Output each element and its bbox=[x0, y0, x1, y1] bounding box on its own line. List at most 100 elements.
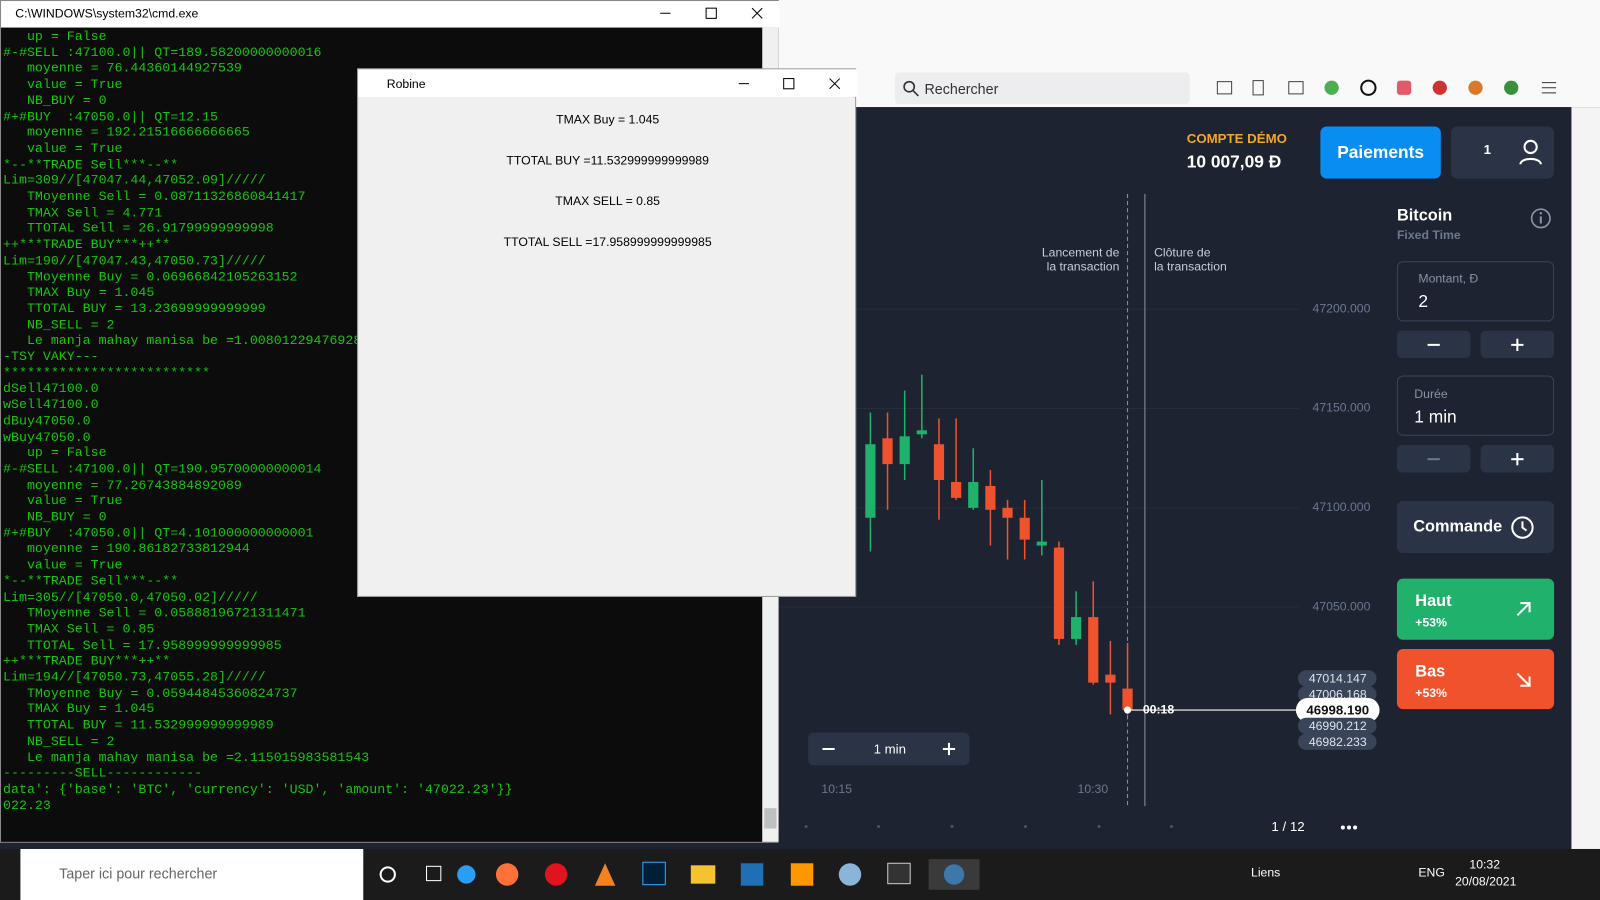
candle-body bbox=[933, 444, 945, 481]
candle-body bbox=[899, 436, 910, 465]
user-icon bbox=[1519, 139, 1542, 165]
console-line: #+#BUY :47050.0|| QT=4.101000000000001 bbox=[3, 525, 314, 541]
taskbar-date[interactable]: 20/08/2021 bbox=[1455, 874, 1517, 889]
robine-title: Robine bbox=[386, 76, 426, 91]
candle-body bbox=[1105, 674, 1116, 683]
balance[interactable]: 10 007,09 Đ bbox=[1186, 152, 1282, 172]
duration-value: 1 min bbox=[1414, 407, 1457, 427]
console-line: *--**TRADE Sell***--** bbox=[3, 573, 179, 589]
console-line: #+#BUY :47050.0|| QT=12.15 bbox=[3, 108, 219, 124]
console-line: Le manja mahay manisa be =2.115015983581… bbox=[3, 749, 370, 765]
candle-body bbox=[916, 430, 927, 435]
taskbar-links[interactable]: Liens bbox=[1251, 865, 1281, 880]
up-button[interactable]: Haut +53% bbox=[1396, 578, 1555, 640]
console-line: value = True bbox=[3, 140, 123, 157]
console-line: 022.23 bbox=[3, 797, 51, 813]
taskbar-language[interactable]: ENG bbox=[1418, 865, 1445, 880]
page-indicator: 1 / 12 bbox=[1271, 819, 1304, 834]
console-line: NB_BUY = 0 bbox=[3, 92, 107, 108]
open-label: la transaction bbox=[1047, 260, 1120, 274]
order-label: Commande bbox=[1413, 518, 1503, 536]
taskbar-search[interactable]: Taper ici pour rechercher bbox=[20, 848, 364, 900]
price-level-label: 47014.147 bbox=[1309, 672, 1367, 686]
console-line: ************************** bbox=[3, 364, 211, 381]
timeframe-control bbox=[808, 732, 970, 766]
search-placeholder: Rechercher bbox=[924, 80, 999, 97]
down-button[interactable]: Bas +53% bbox=[1396, 648, 1555, 710]
amount-label: Montant, Đ bbox=[1418, 271, 1479, 286]
console-line: #-#SELL :47100.0|| QT=190.95700000000014 bbox=[3, 461, 322, 477]
candle-body bbox=[1122, 688, 1133, 711]
console-line: Lim=309//[47047.44,47052.09]///// bbox=[3, 172, 266, 189]
robine-line: TMAX SELL = 0.85 bbox=[555, 193, 660, 209]
candle-body bbox=[882, 438, 893, 465]
payments-button[interactable]: Paiements bbox=[1320, 126, 1441, 179]
console-line: dBuy47050.0 bbox=[3, 413, 91, 429]
down-label: Bas bbox=[1415, 663, 1446, 681]
browser-toolbar: Rechercher bbox=[778, 0, 1600, 108]
candle-body bbox=[1071, 617, 1082, 639]
countdown: 00:18 bbox=[1143, 702, 1174, 716]
info-icon[interactable] bbox=[1530, 207, 1552, 229]
taskbar-apps[interactable] bbox=[378, 859, 980, 890]
robine-window: Robine TMAX Buy = 1.045 TTOTAL BUY =11.53… bbox=[357, 68, 858, 597]
console-line: TMAX Buy = 1.045 bbox=[3, 701, 155, 717]
x-tick-label: 10:15 bbox=[821, 782, 852, 796]
timeline-dot bbox=[1097, 824, 1101, 829]
console-line: wSell47100.0 bbox=[3, 397, 99, 413]
price-tick-label: 47150.000 bbox=[1313, 401, 1371, 415]
price-level-label: 46990.212 bbox=[1309, 719, 1367, 733]
console-line: moyenne = 192.21516666666665 bbox=[3, 124, 250, 140]
amount-field[interactable]: Montant, Đ 2 bbox=[1396, 261, 1555, 322]
console-line: Lim=305//[47050.0,47050.02]///// bbox=[3, 589, 258, 605]
candle-body bbox=[1053, 547, 1065, 639]
order-button[interactable]: Commande bbox=[1396, 501, 1555, 554]
taskbar-search-placeholder: Taper ici pour rechercher bbox=[59, 865, 218, 882]
trading-app: 47200.000 47150.000 47100.000 47050.000 Lanc… bbox=[778, 107, 1572, 849]
duration-label: Durée bbox=[1414, 386, 1448, 402]
console-output: up = False #-#SELL :47100.0|| QT=189.5820… bbox=[1, 28, 762, 842]
taskbar: Taper ici pour rechercher Liens ENG 10:3… bbox=[0, 848, 1600, 900]
console-line: NB_BUY = 0 bbox=[3, 509, 107, 525]
robine-line: TTOTAL SELL =17.958999999999985 bbox=[503, 234, 712, 249]
user-menu[interactable]: 1 bbox=[1451, 126, 1555, 179]
search-box[interactable]: Rechercher bbox=[894, 72, 1190, 105]
console-line: TMoyenne Sell = 0.08711326860841417 bbox=[3, 188, 306, 205]
candle-body bbox=[1002, 507, 1013, 518]
candle-body bbox=[985, 485, 996, 510]
console-line: ---------SELL------------ bbox=[3, 765, 203, 781]
console-line: ++***TRADE BUY***++** bbox=[3, 653, 171, 669]
step-buttons[interactable] bbox=[1396, 330, 1555, 474]
console-line: value = True bbox=[3, 76, 123, 92]
taskbar-time[interactable]: 10:32 bbox=[1469, 857, 1501, 872]
page-edge bbox=[1571, 107, 1600, 849]
robine-line: TTOTAL BUY =11.532999999999989 bbox=[506, 153, 709, 168]
candle-body bbox=[1088, 617, 1099, 683]
timeline-dot bbox=[804, 824, 808, 829]
console-line: TMoyenne Sell = 0.05888196721311471 bbox=[3, 605, 306, 621]
console-line: TMAX Sell = 0.85 bbox=[3, 621, 155, 637]
window-controls[interactable] bbox=[736, 76, 848, 92]
console-line: value = True bbox=[3, 493, 123, 509]
console-line: TMAX Sell = 4.771 bbox=[3, 204, 163, 221]
console-line: TMoyenne Buy = 0.05944845360824737 bbox=[3, 685, 298, 701]
console-line: up = False bbox=[3, 28, 107, 44]
timeframe-label: 1 min bbox=[874, 741, 906, 756]
price-level-label: 46998.190 bbox=[1306, 703, 1369, 718]
more-dot bbox=[1346, 825, 1352, 830]
console-line: TTOTAL BUY = 11.532999999999989 bbox=[3, 717, 274, 733]
price-tick-label: 47050.000 bbox=[1313, 599, 1371, 613]
console-line: moyenne = 77.26743884892089 bbox=[3, 477, 242, 493]
console-line: NB_SELL = 2 bbox=[3, 733, 115, 749]
console-line: up = False bbox=[3, 445, 107, 461]
clock-icon bbox=[1511, 516, 1534, 539]
window-controls[interactable] bbox=[654, 5, 766, 21]
price-level-pill bbox=[1295, 697, 1380, 723]
close-label: la transaction bbox=[1154, 260, 1227, 274]
candle-body bbox=[1019, 517, 1030, 540]
up-arrow bbox=[1516, 602, 1531, 617]
candle-body bbox=[1036, 541, 1047, 546]
duration-field[interactable]: Durée 1 min bbox=[1396, 375, 1555, 436]
console-line: TTOTAL BUY = 13.23699999999999 bbox=[3, 300, 266, 317]
